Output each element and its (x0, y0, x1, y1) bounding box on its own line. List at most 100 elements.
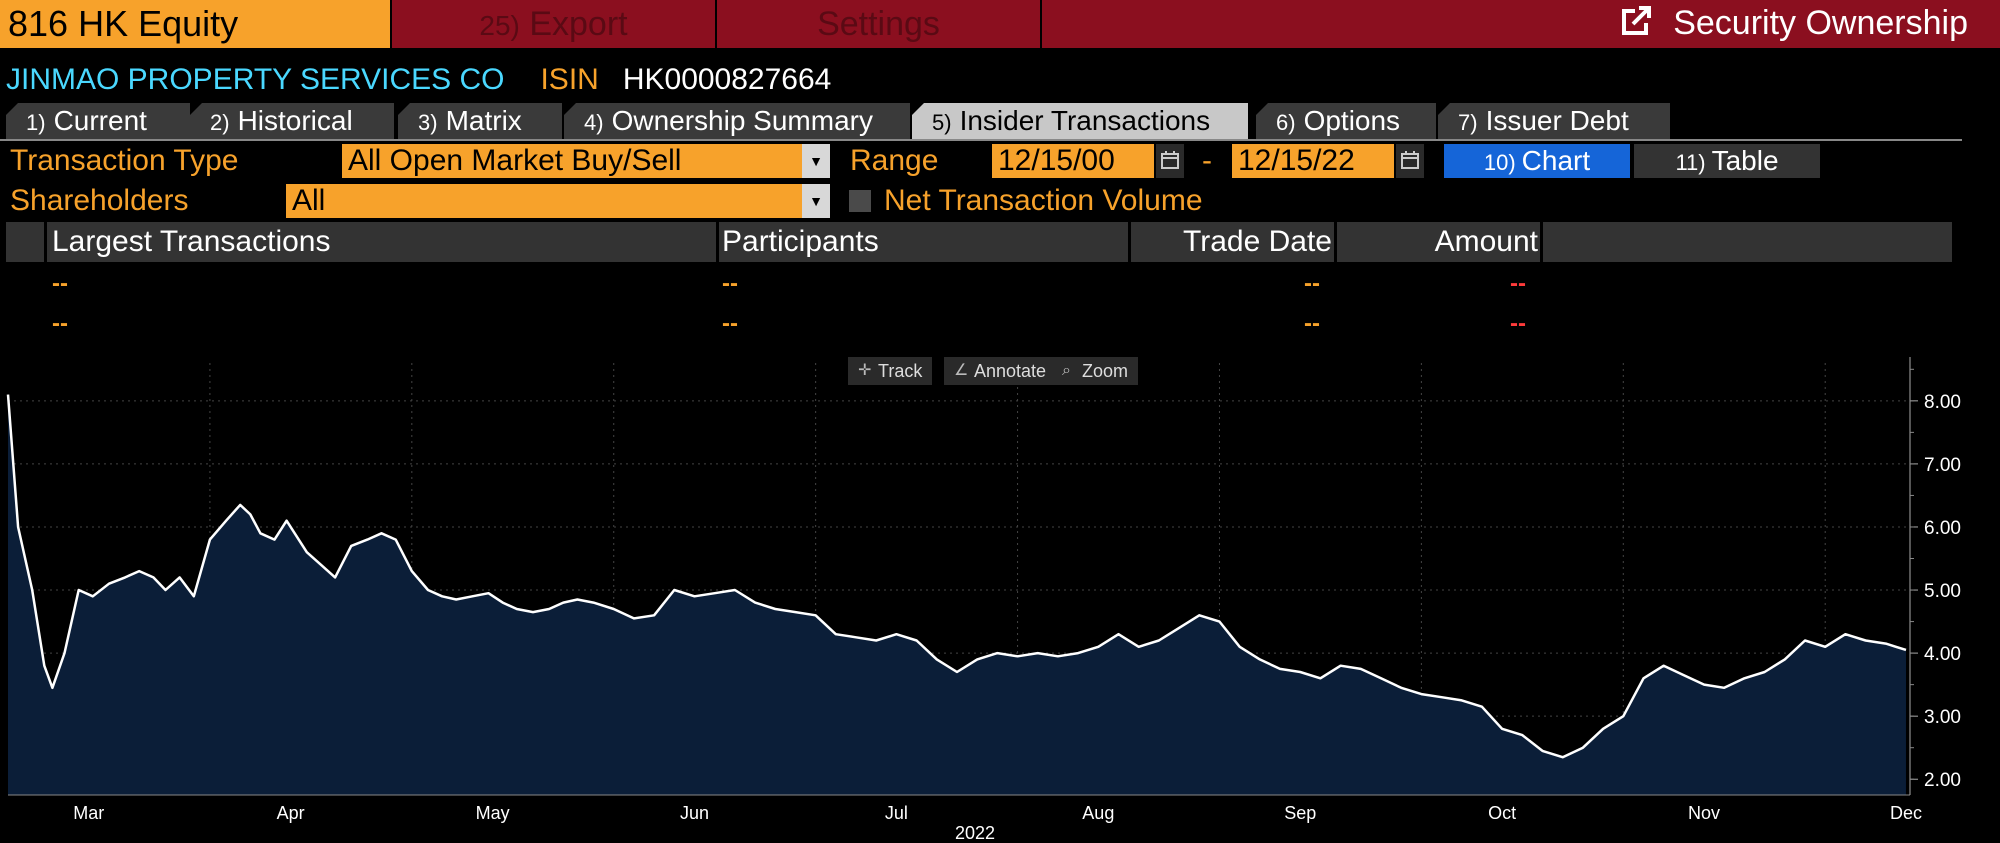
y-tick-label: 5.00 (1924, 581, 1961, 602)
price-chart[interactable]: 2.00 3.00 4.00 5.00 6.00 7.00 8.00 Mar Apr May Jun… (0, 355, 2000, 843)
x-tick-label: Aug (1082, 803, 1114, 823)
x-tick-label: Jul (885, 803, 908, 823)
transaction-type-select[interactable]: All Open Market Buy/Sell (342, 144, 802, 178)
column-divider (1540, 222, 1543, 262)
shareholders-select[interactable]: All (286, 184, 802, 218)
crosshair-icon: ✛ (858, 362, 872, 379)
net-volume-checkbox[interactable] (849, 190, 871, 212)
tab-ownership-summary[interactable]: 4) Ownership Summary (564, 103, 910, 139)
export-number: 25) (479, 10, 520, 41)
tool-label: Track (878, 361, 923, 381)
tab-options[interactable]: 6) Options (1256, 103, 1436, 139)
table-cell: -- (722, 310, 738, 337)
chart-view-button[interactable]: 10) Chart (1444, 144, 1630, 178)
isin-value: HK0000827664 (622, 63, 832, 96)
button-number: 10) (1483, 150, 1516, 175)
x-tick-label: Oct (1488, 803, 1516, 823)
y-tick-label: 3.00 (1924, 707, 1961, 728)
column-header-trade-date[interactable]: Trade Date (1183, 225, 1332, 258)
tab-label: Current (53, 105, 147, 136)
export-button[interactable]: 25) Export (392, 0, 717, 48)
range-label: Range (850, 144, 939, 177)
y-tick-label: 8.00 (1924, 392, 1961, 413)
magnifier-icon: ⌕ (1062, 362, 1071, 379)
x-tick-label: Jun (680, 803, 709, 823)
security-line: JINMAO PROPERTY SERVICES CO ISIN HK0000827… (6, 60, 831, 100)
button-label: Table (1711, 145, 1779, 176)
column-divider (1128, 222, 1131, 262)
x-tick-label: May (476, 803, 510, 823)
x-axis-label: 2022 (955, 823, 995, 843)
x-tick-label: Sep (1284, 803, 1316, 823)
pencil-icon: ∠ (954, 362, 969, 379)
ticker-field[interactable]: 816 HK Equity (0, 0, 392, 48)
table-cell: -- (52, 310, 68, 337)
tab-number: 2) (210, 110, 230, 135)
table-cell: -- (722, 270, 738, 297)
table-cell: -- (1304, 310, 1320, 337)
tab-label: Issuer Debt (1485, 105, 1629, 136)
x-tick-label: Dec (1890, 803, 1922, 823)
x-tick-label: Mar (73, 803, 104, 823)
company-name: JINMAO PROPERTY SERVICES CO (6, 63, 505, 96)
table-cell: -- (1510, 310, 1526, 337)
column-divider (716, 222, 719, 262)
tab-number: 4) (584, 110, 604, 135)
popout-icon[interactable] (1621, 2, 1653, 48)
x-tick-label: Nov (1688, 803, 1720, 823)
y-tick-label: 2.00 (1924, 770, 1961, 791)
tab-label: Matrix (445, 105, 522, 136)
shareholders-label: Shareholders (10, 184, 189, 217)
tab-label: Options (1303, 105, 1401, 136)
y-tick-label: 6.00 (1924, 518, 1961, 539)
table-cell: -- (1304, 270, 1320, 297)
range-end-input[interactable]: 12/15/22 (1232, 144, 1394, 178)
tab-number: 3) (418, 110, 438, 135)
calendar-icon[interactable] (1396, 144, 1424, 178)
x-tick-label: Apr (277, 803, 305, 823)
net-volume-label: Net Transaction Volume (884, 184, 1203, 217)
column-divider (1334, 222, 1337, 262)
column-header-amount[interactable]: Amount (1434, 225, 1538, 258)
button-label: Chart (1521, 145, 1591, 176)
series-area (8, 394, 1906, 795)
y-tick-label: 4.00 (1924, 644, 1961, 665)
chevron-down-icon[interactable]: ▼ (802, 184, 830, 218)
tab-number: 1) (26, 110, 46, 135)
settings-button[interactable]: Settings (717, 0, 1042, 48)
series-line (6, 394, 1907, 759)
table-view-button[interactable]: 11) Table (1634, 144, 1820, 178)
calendar-icon[interactable] (1156, 144, 1184, 178)
track-tool-button[interactable]: ✛ Track (848, 357, 933, 385)
annotate-tool-button[interactable]: ∠ Annotate (944, 357, 1057, 385)
range-start-input[interactable]: 12/15/00 (992, 144, 1154, 178)
function-title: Security Ownership (1042, 0, 2000, 48)
table-cell: -- (1510, 270, 1526, 297)
tab-number: 6) (1276, 110, 1296, 135)
button-number: 11) (1675, 150, 1706, 175)
tab-historical[interactable]: 2) Historical (190, 103, 394, 139)
tab-divider (0, 139, 1962, 141)
column-header-largest-transactions[interactable]: Largest Transactions (52, 225, 331, 258)
zoom-tool-button[interactable]: ⌕ Zoom (1052, 357, 1139, 385)
table-header (6, 222, 1952, 262)
y-tick-label: 7.00 (1924, 455, 1961, 476)
transaction-type-label: Transaction Type (10, 144, 239, 177)
tool-label: Zoom (1082, 361, 1129, 381)
table-cell: -- (52, 270, 68, 297)
tab-matrix[interactable]: 3) Matrix (398, 103, 562, 139)
export-label: Export (529, 5, 628, 43)
isin-label: ISIN (540, 63, 599, 96)
tab-insider-transactions[interactable]: 5) Insider Transactions (912, 103, 1248, 139)
tab-number: 5) (932, 110, 952, 135)
tab-number: 7) (1458, 110, 1478, 135)
column-header-participants[interactable]: Participants (722, 225, 879, 258)
column-divider (44, 222, 47, 262)
tab-label: Ownership Summary (611, 105, 873, 136)
chevron-down-icon[interactable]: ▼ (802, 144, 830, 178)
tab-label: Historical (237, 105, 353, 136)
tab-current[interactable]: 1) Current (6, 103, 190, 139)
range-separator: - (1202, 144, 1212, 177)
tab-issuer-debt[interactable]: 7) Issuer Debt (1438, 103, 1670, 139)
function-bar: 816 HK Equity 25) Export Settings Securi… (0, 0, 2000, 48)
